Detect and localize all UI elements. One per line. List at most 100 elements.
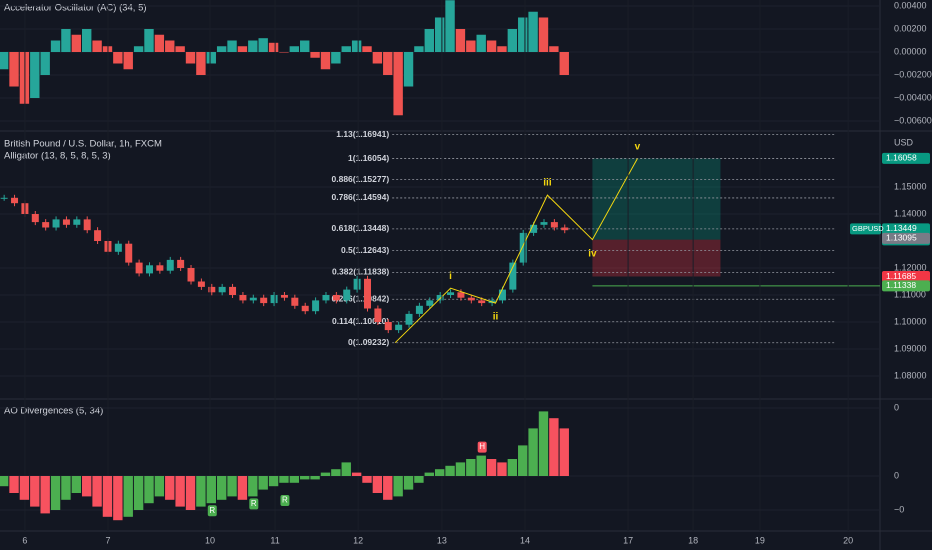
- histogram-bar: [466, 40, 476, 52]
- histogram-bar: [71, 34, 82, 52]
- histogram-bar: [424, 472, 434, 477]
- x-tick-label: 14: [520, 535, 530, 545]
- candle-body: [415, 305, 423, 314]
- divergence-label: H: [479, 442, 485, 451]
- divergence-label: R: [282, 496, 288, 505]
- histogram-bar: [144, 28, 154, 52]
- panel-title: Accelerator Oscillator (AC) (34, 5): [4, 3, 147, 14]
- histogram-bar: [362, 46, 372, 52]
- histogram-bar: [445, 0, 455, 53]
- panel-subtitle: Alligator (13, 8, 5, 8, 5, 3): [4, 151, 111, 162]
- histogram-bar: [455, 28, 466, 52]
- candle-body: [260, 297, 268, 304]
- histogram-bar: [351, 40, 362, 52]
- x-tick-label: 11: [270, 535, 279, 545]
- y-tick-label: 1.08000: [894, 370, 927, 380]
- histogram-bar: [82, 476, 92, 497]
- histogram-bar: [268, 42, 279, 52]
- divergence-badge: [477, 441, 487, 453]
- histogram-bar: [393, 476, 403, 497]
- profit-zone: [592, 158, 721, 240]
- candle-body: [62, 219, 70, 225]
- candle-body: [208, 286, 216, 293]
- divergence-label: R: [209, 506, 215, 515]
- candle-body: [447, 292, 455, 295]
- candle-body: [498, 289, 506, 301]
- price-tag-label: 1.13095: [886, 233, 917, 243]
- panel-title: British Pound / U.S. Dollar, 1h, FXCM: [4, 139, 162, 150]
- histogram-bar: [92, 476, 102, 507]
- histogram-bar: [175, 46, 185, 52]
- candle-body: [270, 294, 278, 304]
- candle-body: [239, 294, 247, 301]
- histogram-bar: [144, 476, 154, 504]
- histogram-bar: [82, 28, 92, 52]
- histogram-bar: [237, 46, 248, 52]
- candle-body: [114, 243, 122, 252]
- histogram-bar: [165, 476, 175, 500]
- histogram-bar: [185, 476, 196, 511]
- fib-label: 1(1.16054): [348, 153, 389, 163]
- wave-label: iii: [543, 178, 552, 189]
- candle-body: [166, 259, 174, 271]
- histogram-bar: [310, 52, 320, 58]
- histogram-bar: [196, 52, 206, 76]
- y-tick-label: 0: [894, 402, 899, 412]
- histogram-bar: [92, 40, 102, 52]
- histogram-bar: [154, 476, 165, 497]
- histogram-bar: [341, 46, 351, 52]
- y-tick-label: −0.00400: [894, 92, 932, 102]
- histogram-bar: [279, 476, 289, 483]
- candle-body: [436, 294, 444, 301]
- histogram-bar: [434, 17, 445, 52]
- histogram-bar: [123, 52, 133, 70]
- fib-label: 0.618(1.13448): [332, 223, 390, 233]
- candle-body: [395, 324, 403, 331]
- histogram-bar: [497, 46, 507, 52]
- histogram-bar: [0, 476, 9, 487]
- histogram-bar: [113, 52, 123, 64]
- histogram-bar: [40, 52, 50, 76]
- y-tick-label: −0: [894, 504, 904, 514]
- histogram-bar: [71, 476, 82, 494]
- candle-body: [550, 222, 558, 228]
- histogram-bar: [154, 34, 165, 52]
- y-tick-label: 0: [894, 470, 899, 480]
- candle-body: [280, 294, 288, 298]
- histogram-bar: [320, 472, 331, 477]
- histogram-bar: [341, 462, 351, 477]
- histogram-bar: [372, 52, 383, 64]
- symbol-label: GBPUSD: [852, 224, 884, 233]
- histogram-bar: [300, 476, 310, 480]
- candle-body: [426, 300, 434, 306]
- histogram-bar: [30, 52, 40, 99]
- histogram-bar: [331, 469, 341, 477]
- y-tick-label: 1.15000: [894, 181, 927, 191]
- fib-label: 0.786(1.14594): [332, 192, 390, 202]
- wave-label: ii: [493, 312, 499, 323]
- candle-body: [229, 286, 237, 295]
- candle-body: [530, 224, 538, 233]
- histogram-bar: [0, 52, 9, 70]
- histogram-bar: [549, 418, 559, 477]
- y-tick-label: 0.00000: [894, 46, 927, 56]
- y-tick-label: 1.14000: [894, 208, 927, 218]
- symbol-tag: [850, 223, 881, 235]
- candle-body: [478, 300, 486, 304]
- histogram-bar: [466, 458, 476, 477]
- currency-label: USD: [894, 137, 914, 147]
- fib-label: 0.5(1.12643): [341, 245, 389, 255]
- candle-body: [457, 292, 465, 298]
- y-tick-label: 0.00200: [894, 23, 927, 33]
- divergence-label: R: [251, 499, 257, 508]
- histogram-bar: [133, 476, 144, 511]
- histogram-bar: [320, 52, 331, 70]
- x-tick-label: 12: [353, 535, 363, 545]
- wave-line: [394, 158, 638, 344]
- price-tag-label: 1.16058: [886, 153, 917, 163]
- histogram-bar: [248, 40, 258, 52]
- price-tag: [882, 232, 930, 244]
- histogram-bar: [383, 476, 393, 500]
- y-tick-label: −0.00600: [894, 115, 932, 125]
- candle-body: [187, 267, 195, 282]
